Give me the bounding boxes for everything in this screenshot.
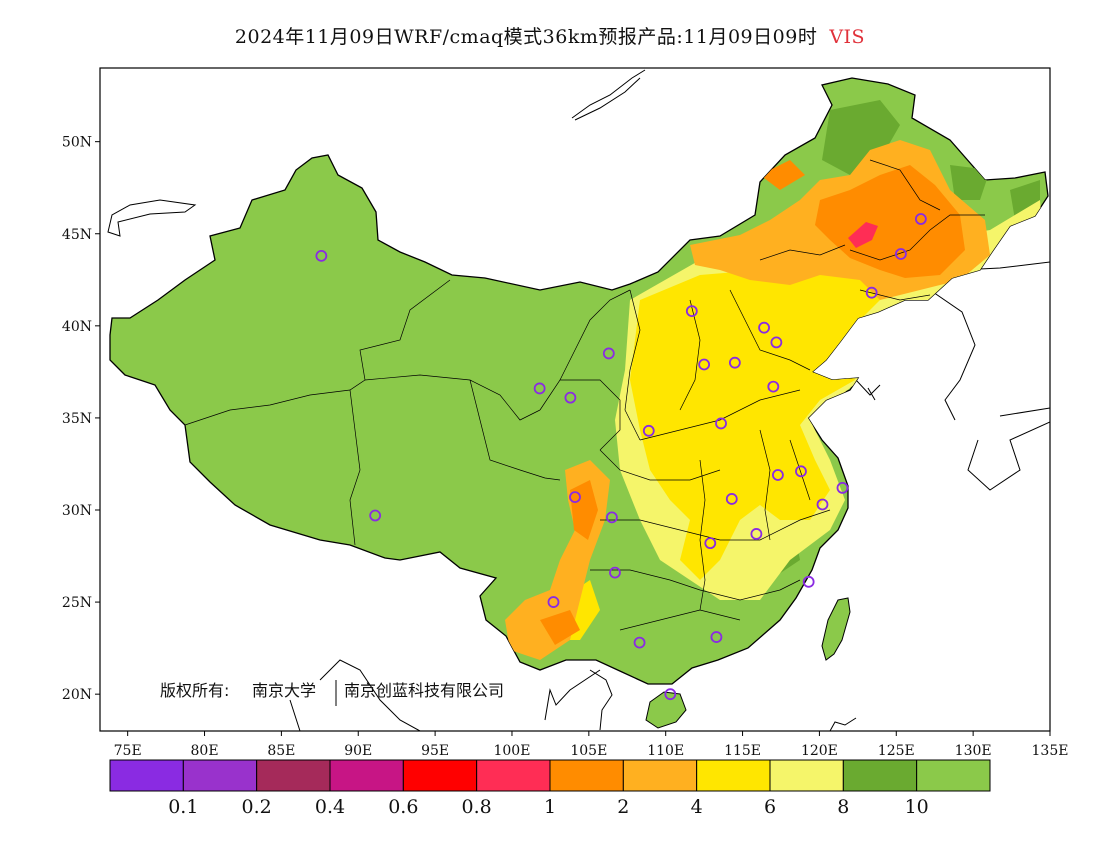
colorbar-label: 4 (691, 796, 703, 818)
visibility-colorbar: 0.1 0.2 0.4 0.6 0.8 1 2 4 6 8 10 (109, 759, 991, 818)
station-marker (605, 511, 618, 524)
taiwan-island (821, 597, 851, 661)
colorbar-label: 0.6 (388, 796, 418, 818)
station-marker (894, 248, 907, 260)
title-text: 2024年11月09日WRF/cmaq模式36km预报产品:11月09日09时 (234, 26, 818, 48)
colorbar-swatch (696, 759, 771, 792)
lon-tick-label: 80E (191, 743, 219, 759)
colorbar-swatch (842, 759, 918, 792)
station-marker (715, 417, 727, 430)
station-marker (816, 498, 829, 511)
colorbar-swatch (402, 759, 478, 792)
station-marker (315, 249, 328, 262)
station-marker (770, 336, 783, 349)
station-marker (547, 596, 560, 608)
station-marker (836, 481, 849, 494)
lat-tick-label: 35N (62, 411, 92, 427)
station-marker (609, 566, 621, 579)
station-marker (704, 537, 717, 550)
lat-tick-label: 40N (62, 319, 92, 335)
colorbar-label: 0.2 (242, 796, 272, 818)
colorbar-label: 2 (617, 796, 629, 818)
lon-tick-label: 85E (267, 743, 295, 759)
map-title: 2024年11月09日WRF/cmaq模式36km预报产品:11月09日09时 V… (0, 22, 1100, 49)
station-marker (710, 631, 723, 643)
lat-tick-label: 45N (62, 227, 92, 243)
variable-label: VIS (829, 26, 866, 48)
colorbar-swatch (182, 759, 258, 792)
station-marker (772, 469, 784, 481)
station-marker (914, 213, 927, 225)
lon-tick-label: 130E (955, 743, 992, 759)
colorbar-swatch (329, 759, 404, 792)
colorbar-label: 0.8 (462, 796, 492, 818)
colorbar-label: 1 (544, 796, 556, 818)
station-marker (767, 380, 780, 393)
colorbar-swatch (769, 759, 844, 792)
colorbar-label: 6 (764, 796, 776, 818)
lon-tick-label: 95E (421, 743, 449, 759)
hainan-island (645, 691, 687, 729)
lon-tick-label: 75E (114, 743, 142, 759)
latitude-axis: 50N 45N 40N 35N 30N 25N 20N (62, 135, 100, 703)
lon-tick-label: 105E (570, 743, 607, 759)
station-marker (728, 356, 741, 369)
lon-tick-label: 120E (801, 743, 838, 759)
colorbar-label: 8 (837, 796, 849, 818)
coastline-neighbors (107, 69, 1050, 731)
lat-tick-label: 50N (62, 135, 92, 151)
station-markers (315, 213, 927, 701)
colorbar-swatch (476, 759, 551, 792)
station-marker (758, 321, 770, 334)
lon-tick-label: 110E (647, 743, 684, 759)
lat-tick-label: 30N (62, 503, 92, 519)
lon-tick-label: 125E (878, 743, 915, 759)
colorbar-swatch (256, 759, 331, 792)
lon-tick-label: 135E (1032, 743, 1069, 759)
lat-tick-label: 20N (62, 687, 92, 703)
station-marker (533, 382, 546, 395)
lon-tick-label: 90E (344, 743, 372, 759)
copyright-owner1: 南京大学 (252, 681, 316, 700)
station-marker (725, 493, 738, 505)
lat-tick-label: 25N (62, 595, 92, 611)
station-marker (369, 509, 382, 522)
copyright-block: 版权所有: 南京大学 南京创蓝科技有限公司 (160, 680, 504, 706)
station-marker (795, 465, 807, 478)
station-marker (569, 491, 581, 504)
station-marker (564, 391, 577, 404)
station-marker (750, 528, 763, 540)
colorbar-label: 0.4 (315, 796, 345, 818)
station-marker (698, 358, 711, 371)
copyright-owner2: 南京创蓝科技有限公司 (344, 681, 504, 700)
longitude-axis: 75E 80E 85E 90E 95E 100E 105E 110E 115E 120E 125E 1… (114, 731, 1069, 759)
colorbar-swatch (549, 759, 624, 792)
colorbar-label: 10 (905, 796, 929, 818)
colorbar-swatch (109, 759, 184, 792)
station-marker (664, 688, 677, 701)
station-marker (865, 286, 878, 299)
colorbar-swatch (916, 759, 991, 792)
low-visibility-hotspot (848, 222, 878, 248)
lon-tick-label: 115E (724, 743, 761, 759)
copyright-label: 版权所有: (160, 681, 229, 700)
lon-tick-label: 100E (493, 743, 530, 759)
station-marker (642, 424, 655, 437)
station-marker (802, 575, 815, 588)
station-marker (685, 305, 698, 318)
colorbar-label: 0.1 (168, 796, 198, 818)
station-marker (602, 347, 615, 360)
province-boundaries (184, 159, 985, 631)
colorbar-swatch (622, 759, 698, 792)
station-marker (633, 636, 646, 649)
